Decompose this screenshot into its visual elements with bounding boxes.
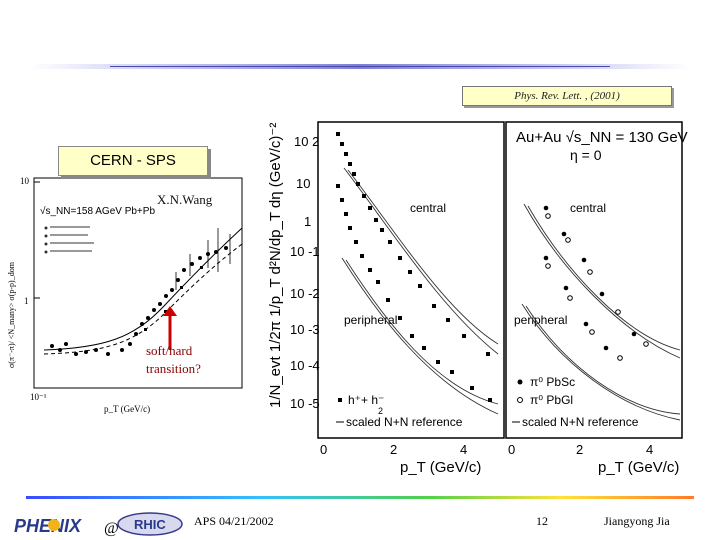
citation-box: Phys. Rev. Lett. , (2001) bbox=[462, 86, 672, 106]
right-legend-reference: scaled N+N reference bbox=[522, 415, 639, 429]
ytick-1e-5: 10 -5 bbox=[290, 396, 320, 411]
page-number: 12 bbox=[536, 514, 548, 528]
left-curve-dashed bbox=[43, 243, 243, 355]
rhic-logo: RHIC bbox=[117, 512, 183, 536]
presentation-date: APS 04/21/2002 bbox=[194, 514, 274, 528]
ytick-100: 10 2 bbox=[294, 134, 319, 149]
left-central-points bbox=[336, 132, 490, 356]
left-central-label: central bbox=[410, 201, 446, 215]
left-x-axis-label: p_T (GeV/c) bbox=[104, 404, 150, 414]
collision-label: Au+Au √s_NN = 130 GeV bbox=[516, 129, 688, 146]
ytick-0.1: 10 -1 bbox=[290, 244, 320, 259]
left-curve-solid bbox=[43, 227, 243, 351]
bottom-gradient-rule bbox=[26, 496, 694, 499]
left-legend bbox=[44, 226, 94, 254]
ytick-10: 10 bbox=[296, 176, 310, 191]
at-symbol: @ bbox=[104, 520, 119, 537]
left-inner-label: √s_NN=158 AGeV Pb+Pb bbox=[40, 205, 155, 217]
eta-label: η = 0 bbox=[570, 147, 602, 163]
legend-pbsc: π⁰ PbSc bbox=[530, 375, 575, 389]
right-central-curves bbox=[523, 203, 681, 359]
left-legend-hadrons: h⁺+ h⁻ bbox=[348, 393, 384, 407]
left-xtick-0: 0 bbox=[320, 442, 327, 457]
right-y-axis-label: 1/N_evt 1/2π 1/p_T d²N/dp_T dη (GeV/c)⁻² bbox=[267, 123, 284, 408]
right-peripheral-points bbox=[543, 255, 623, 361]
left-central-curves bbox=[343, 167, 499, 355]
presenter-name: Jiangyong Jia bbox=[604, 514, 670, 528]
left-xtick-4: 4 bbox=[460, 442, 467, 457]
ytick-1e-4: 10 -4 bbox=[290, 358, 320, 373]
top-gradient-rule bbox=[30, 64, 690, 69]
left-peripheral-curves bbox=[341, 257, 499, 415]
right-xtick-4: 4 bbox=[646, 442, 653, 457]
soft-hard-line1: soft/hard bbox=[146, 343, 193, 358]
left-subplot-frame bbox=[317, 121, 505, 439]
svg-text:PHENIX: PHENIX bbox=[14, 516, 82, 536]
ytick-1e-3: 10 -3 bbox=[290, 322, 320, 337]
pbgl-marker bbox=[517, 397, 523, 403]
cern-sps-label-box: CERN - SPS bbox=[58, 146, 208, 176]
left-legend-marker bbox=[338, 398, 342, 402]
right-xtick-2: 2 bbox=[576, 442, 583, 457]
right-peripheral-curves bbox=[521, 303, 681, 421]
left-ytick-10: 10 bbox=[20, 176, 30, 186]
right-central-points bbox=[543, 205, 649, 347]
right-central-label: central bbox=[570, 201, 606, 215]
right-x-axis-label: p_T (GeV/c) bbox=[598, 459, 679, 476]
left-ytick-1: 1 bbox=[24, 296, 29, 306]
transition-arrow-icon bbox=[163, 306, 177, 350]
citation-text: Phys. Rev. Lett. , (2001) bbox=[514, 90, 620, 102]
soft-hard-annotation: soft/hard transition? bbox=[146, 342, 201, 378]
svg-text:RHIC: RHIC bbox=[134, 517, 166, 532]
right-subplot-frame bbox=[505, 121, 683, 439]
phenix-logo: PHENIX @ bbox=[14, 516, 119, 537]
left-ytick-01: 10⁻¹ bbox=[30, 392, 47, 402]
left-peripheral-points bbox=[336, 184, 492, 402]
phenix-spectra-plot: 1/N_evt 1/2π 1/p_T d²N/dp_T dη (GeV/c)⁻²… bbox=[250, 108, 690, 480]
legend-pbgl: π⁰ PbGl bbox=[530, 393, 573, 407]
ytick-1: 1 bbox=[304, 214, 311, 229]
left-x-axis-label: p_T (GeV/c) bbox=[400, 459, 481, 476]
cern-sps-plot: 10 1 10⁻¹ σ(π⁻-π)/ <N_many> σ(p-p)_dom p… bbox=[4, 168, 248, 416]
left-peripheral-label: peripheral bbox=[344, 313, 397, 327]
right-xtick-0: 0 bbox=[508, 442, 515, 457]
right-peripheral-label: peripheral bbox=[514, 313, 567, 327]
author-xn-wang: X.N.Wang bbox=[156, 192, 214, 208]
left-legend-hadrons-sub: 2 bbox=[378, 406, 383, 416]
cern-sps-label: CERN - SPS bbox=[90, 152, 176, 169]
left-xtick-2: 2 bbox=[390, 442, 397, 457]
ytick-0.01: 10 -2 bbox=[290, 286, 320, 301]
pbsc-marker bbox=[517, 379, 523, 385]
left-y-axis-label: σ(π⁻-π)/ <N_many> σ(p-p)_dom bbox=[7, 261, 16, 368]
soft-hard-line2: transition? bbox=[146, 361, 201, 376]
left-data-points bbox=[50, 246, 228, 356]
left-legend-reference: scaled N+N reference bbox=[346, 415, 463, 429]
